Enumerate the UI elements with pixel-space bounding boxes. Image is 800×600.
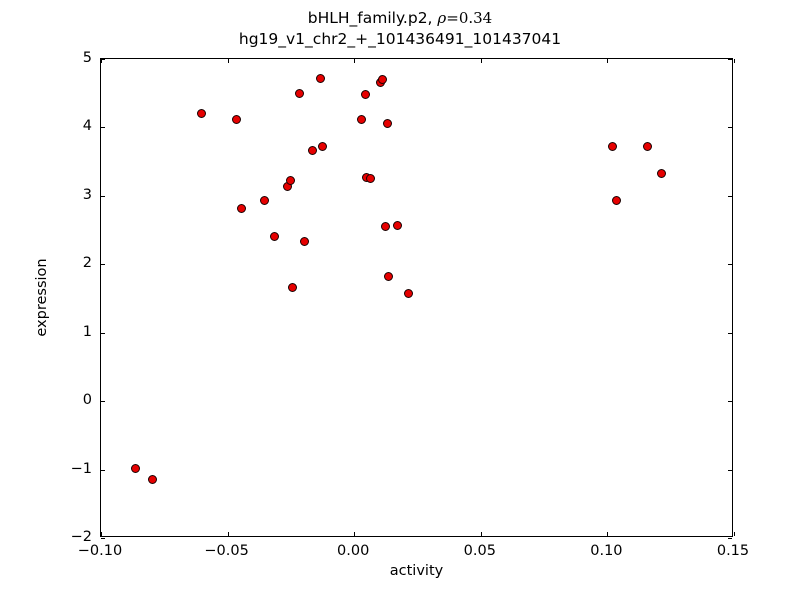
scatter-point bbox=[607, 142, 617, 152]
scatter-point bbox=[237, 204, 247, 214]
y-tick-label: 1 bbox=[82, 323, 92, 340]
rho-equals: = bbox=[446, 9, 459, 27]
y-tick-label: 4 bbox=[82, 118, 92, 135]
rho-value: 0.34 bbox=[458, 9, 493, 27]
scatter-plot-area bbox=[101, 59, 732, 536]
chart-title: bHLH_family.p2, ρ=0.34 hg19_v1_chr2_+_10… bbox=[0, 8, 800, 50]
y-tick-mark-right bbox=[728, 469, 732, 471]
y-tick-mark-right bbox=[728, 401, 732, 403]
y-tick-mark bbox=[101, 332, 105, 334]
x-tick-mark bbox=[480, 532, 482, 536]
y-tick-mark-right bbox=[728, 195, 732, 197]
y-tick-label: 3 bbox=[82, 186, 92, 203]
y-tick-mark bbox=[101, 195, 105, 197]
chart-title-name: bHLH_family.p2, bbox=[307, 9, 438, 27]
scatter-point bbox=[357, 114, 367, 124]
x-tick-mark bbox=[734, 532, 735, 536]
y-tick-mark bbox=[101, 538, 105, 539]
scatter-point bbox=[383, 272, 393, 282]
scatter-point bbox=[318, 142, 328, 152]
y-tick-mark-right bbox=[728, 264, 732, 266]
x-tick-mark-top bbox=[734, 59, 735, 63]
scatter-point bbox=[377, 75, 387, 85]
y-tick-mark-right bbox=[728, 332, 732, 334]
x-tick-mark bbox=[101, 532, 102, 536]
plot-axes-frame bbox=[100, 58, 735, 539]
scatter-point bbox=[643, 142, 653, 152]
scatter-point bbox=[404, 288, 414, 298]
scatter-point bbox=[315, 73, 325, 83]
scatter-point bbox=[392, 221, 402, 231]
y-tick-mark bbox=[101, 401, 105, 403]
y-tick-label: 5 bbox=[82, 50, 92, 66]
scatter-point bbox=[295, 88, 305, 98]
scatter-point bbox=[381, 222, 391, 232]
x-tick-mark-top bbox=[480, 59, 482, 63]
x-tick-mark-top bbox=[227, 59, 229, 63]
scatter-point bbox=[382, 118, 392, 128]
x-tick-mark bbox=[354, 532, 356, 536]
x-tick-mark-top bbox=[607, 59, 609, 63]
chart-title-line-1: bHLH_family.p2, ρ=0.34 bbox=[0, 8, 800, 29]
x-tick-mark-top bbox=[101, 59, 102, 63]
y-tick-mark bbox=[101, 59, 105, 60]
scatter-point bbox=[657, 169, 667, 179]
scatter-point bbox=[300, 236, 310, 246]
x-tick-label: 0.15 bbox=[716, 543, 750, 559]
y-tick-mark-right bbox=[728, 538, 732, 539]
y-axis-label: expression bbox=[34, 258, 50, 337]
scatter-point bbox=[148, 475, 158, 485]
scatter-point bbox=[196, 108, 206, 118]
x-tick-label: 0.00 bbox=[337, 543, 370, 559]
x-tick-label: −0.05 bbox=[204, 543, 249, 559]
x-tick-mark-top bbox=[354, 59, 356, 63]
y-tick-label: −2 bbox=[70, 529, 92, 545]
scatter-point bbox=[611, 196, 621, 206]
y-tick-mark bbox=[101, 469, 105, 471]
scatter-point bbox=[130, 464, 140, 474]
chart-title-line-2: hg19_v1_chr2_+_101436491_101437041 bbox=[238, 30, 562, 48]
scatter-point bbox=[307, 146, 317, 156]
x-axis-label: activity bbox=[389, 563, 444, 579]
y-tick-mark-right bbox=[728, 127, 732, 129]
y-tick-label: 0 bbox=[82, 392, 92, 409]
x-tick-label: 0.10 bbox=[590, 543, 623, 559]
scatter-point bbox=[366, 174, 376, 184]
x-tick-label: 0.05 bbox=[463, 543, 496, 559]
scatter-point bbox=[287, 283, 297, 293]
scatter-point bbox=[259, 196, 269, 206]
y-tick-label: 2 bbox=[82, 255, 92, 272]
x-tick-mark bbox=[607, 532, 609, 536]
scatter-point bbox=[286, 176, 296, 186]
x-tick-mark bbox=[227, 532, 229, 536]
scatter-point bbox=[231, 115, 241, 125]
x-tick-label: −0.10 bbox=[77, 543, 123, 559]
y-tick-mark bbox=[101, 264, 105, 266]
scatter-point bbox=[269, 231, 279, 241]
y-tick-label: −1 bbox=[70, 460, 92, 477]
rho-symbol: ρ bbox=[437, 9, 447, 27]
scatter-point bbox=[361, 90, 371, 100]
y-tick-mark bbox=[101, 127, 105, 129]
y-tick-mark-right bbox=[728, 59, 732, 60]
